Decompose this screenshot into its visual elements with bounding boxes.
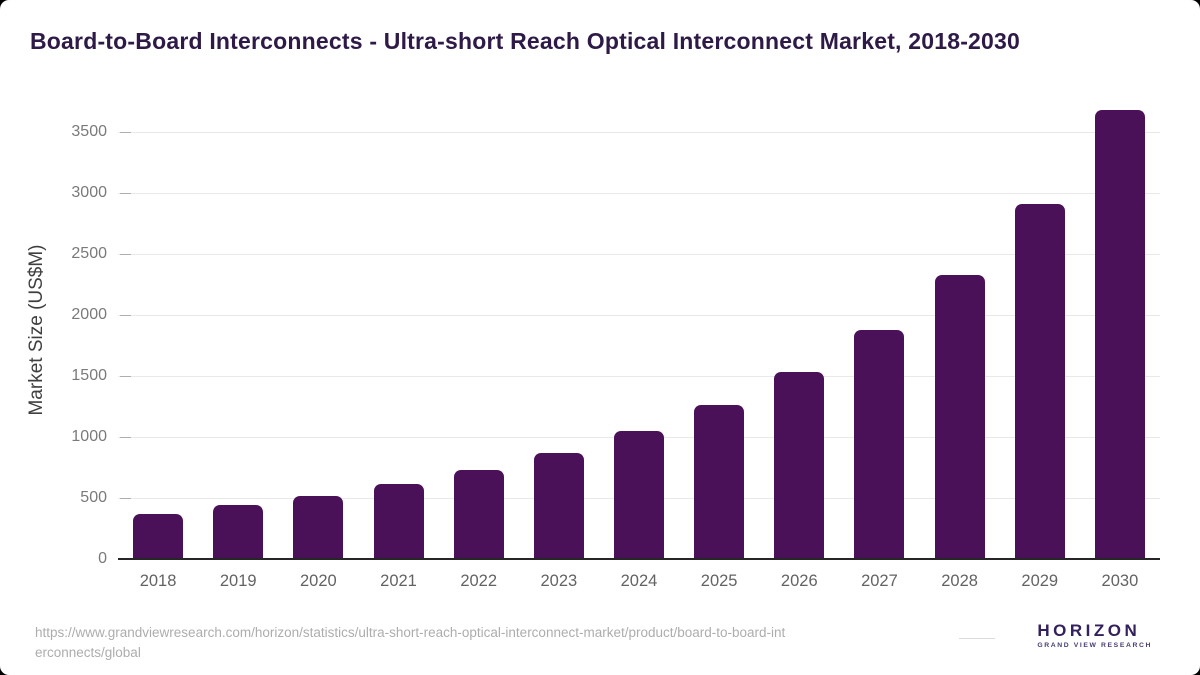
source-url-line1: https://www.grandviewresearch.com/horizo… (35, 625, 786, 640)
y-tick-2500 (120, 254, 131, 255)
x-tick-label-2030: 2030 (1101, 572, 1139, 590)
x-tick-label-2028: 2028 (941, 572, 978, 590)
bar-2025 (694, 405, 745, 559)
x-tick-label-2019: 2019 (219, 572, 257, 590)
y-tick-label: 2500 (71, 245, 107, 262)
x-tick-label-2025: 2025 (700, 572, 738, 590)
x-tick-label-2022: 2022 (460, 572, 498, 590)
y-tick-label: 3000 (71, 184, 107, 201)
y-tick-label: 0 (98, 550, 107, 567)
y-tick-1000 (120, 437, 131, 438)
y-tick-label: 1500 (71, 367, 107, 384)
y-tick-label: 3500 (71, 123, 107, 140)
x-axis-line (118, 558, 1160, 560)
x-tick-label-2026: 2026 (780, 572, 818, 590)
sun-icon (1007, 629, 1017, 638)
horizon-logo: HORIZON GRAND VIEW RESEARCH (959, 619, 1152, 652)
y-axis-title: Market Size (US$M) (26, 244, 47, 416)
gridline-3500 (118, 132, 1160, 133)
x-tick-label-2029: 2029 (1021, 572, 1059, 590)
bar-chart: Market Size (US$M) 0 500 1000 1500 2000 2500 3… (26, 110, 1160, 590)
gridline-2500 (118, 254, 1160, 255)
source-url: https://www.grandviewresearch.com/horizo… (35, 623, 935, 663)
horizon-sunset-circle-icon (995, 619, 1028, 652)
y-tick-3000 (120, 193, 131, 194)
bar-2028 (934, 275, 985, 559)
y-tick-500 (120, 498, 131, 499)
x-tick-label-2018: 2018 (139, 572, 177, 590)
y-tick-3500 (120, 132, 131, 133)
x-tick-label-2020: 2020 (300, 572, 337, 590)
bar-2019 (213, 505, 264, 559)
y-tick-label: 1000 (71, 428, 107, 445)
bar-2021 (373, 483, 424, 559)
bar-2029 (1014, 203, 1065, 559)
logo-brand: HORIZON (1037, 621, 1141, 640)
logo-text: HORIZON GRAND VIEW RESEARCH (1037, 622, 1152, 649)
bar-2018 (133, 513, 184, 559)
gridline-1500 (118, 376, 1160, 377)
gridline-2000 (118, 315, 1160, 316)
bar-2020 (293, 496, 344, 559)
wave-line-2 (1007, 643, 1017, 646)
logo-tagline: GRAND VIEW RESEARCH (1037, 642, 1152, 649)
chart-title: Board-to-Board Interconnects - Ultra-sho… (30, 28, 1021, 54)
chart-footer: https://www.grandviewresearch.com/horizo… (0, 613, 1200, 675)
y-tick-1500 (120, 376, 131, 377)
y-tick-label: 2000 (71, 306, 107, 323)
source-url-line2: erconnects/global (35, 645, 141, 660)
x-tick-label-2023: 2023 (540, 572, 578, 590)
bar-2027 (854, 329, 905, 559)
y-tick-2000 (120, 315, 131, 316)
x-tick-label-2027: 2027 (861, 572, 898, 590)
bar-2023 (533, 453, 584, 559)
bar-2024 (614, 430, 664, 559)
bar-2030 (1094, 110, 1145, 559)
logo-horizon-line (959, 638, 996, 639)
x-tick-label-2021: 2021 (380, 572, 417, 590)
x-tick-label-2024: 2024 (620, 572, 658, 590)
bar-2026 (774, 372, 825, 559)
wave-line-3 (1009, 647, 1015, 649)
bar-2022 (453, 469, 504, 559)
gridline-3000 (118, 193, 1160, 194)
y-tick-label: 500 (80, 489, 107, 506)
wave-line-1 (1004, 640, 1019, 642)
